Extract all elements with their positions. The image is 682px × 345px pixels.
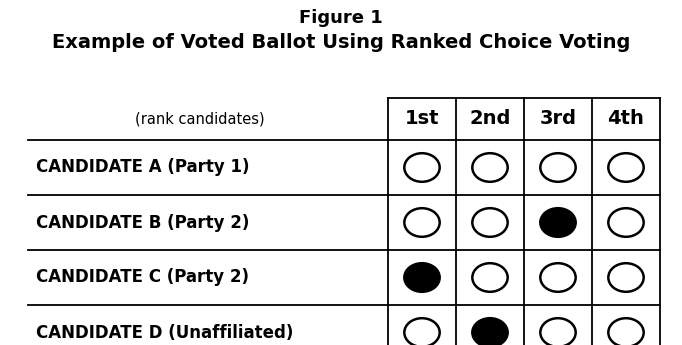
Text: (rank candidates): (rank candidates)	[135, 111, 265, 127]
Text: CANDIDATE D (Unaffiliated): CANDIDATE D (Unaffiliated)	[36, 324, 293, 342]
Text: 4th: 4th	[608, 109, 644, 128]
Ellipse shape	[540, 208, 576, 237]
Ellipse shape	[608, 318, 644, 345]
Text: 2nd: 2nd	[469, 109, 511, 128]
Ellipse shape	[540, 153, 576, 182]
Ellipse shape	[608, 263, 644, 292]
Ellipse shape	[473, 318, 507, 345]
Ellipse shape	[473, 208, 507, 237]
Text: 3rd: 3rd	[539, 109, 576, 128]
Ellipse shape	[404, 263, 440, 292]
Ellipse shape	[404, 153, 440, 182]
Text: Figure 1: Figure 1	[299, 9, 383, 27]
Text: CANDIDATE C (Party 2): CANDIDATE C (Party 2)	[36, 268, 249, 286]
Ellipse shape	[540, 318, 576, 345]
Text: 1st: 1st	[404, 109, 439, 128]
Text: CANDIDATE B (Party 2): CANDIDATE B (Party 2)	[36, 214, 250, 231]
Ellipse shape	[473, 263, 507, 292]
Ellipse shape	[473, 153, 507, 182]
Ellipse shape	[608, 153, 644, 182]
Ellipse shape	[608, 208, 644, 237]
Text: CANDIDATE A (Party 1): CANDIDATE A (Party 1)	[36, 158, 250, 177]
Ellipse shape	[404, 318, 440, 345]
Ellipse shape	[404, 208, 440, 237]
Text: Example of Voted Ballot Using Ranked Choice Voting: Example of Voted Ballot Using Ranked Cho…	[52, 32, 630, 51]
Ellipse shape	[540, 263, 576, 292]
